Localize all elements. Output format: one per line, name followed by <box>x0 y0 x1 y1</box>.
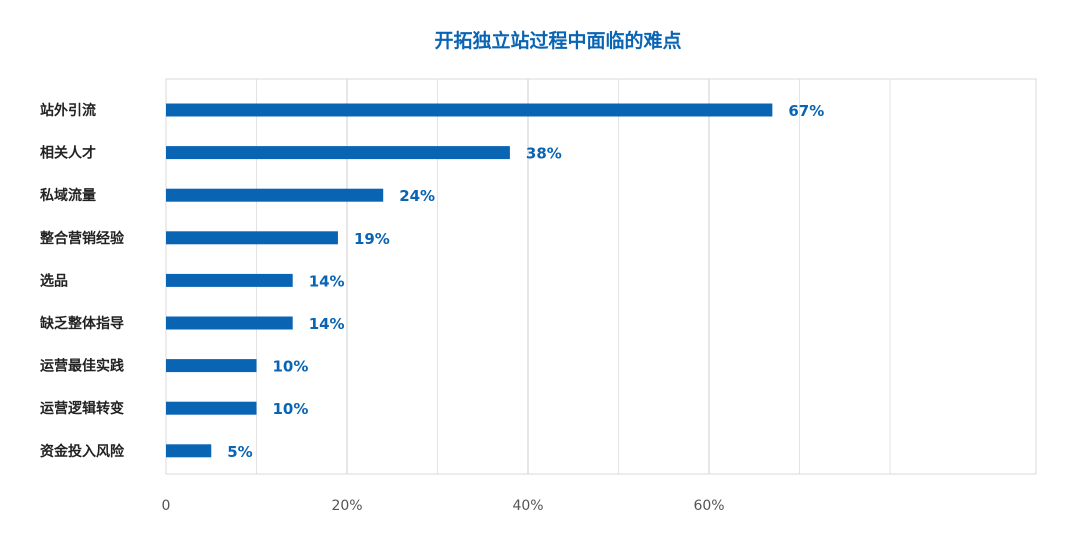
x-tick-label: 40% <box>512 498 543 514</box>
category-label: 选品 <box>40 272 68 289</box>
bars <box>166 103 773 458</box>
x-tick-label: 60% <box>693 498 724 514</box>
category-label: 私域流量 <box>40 187 96 204</box>
gridlines <box>256 79 891 474</box>
value-labels: 67% 38% 24% 19% 14% 14% 10% 10% 5% <box>227 102 824 461</box>
value-label: 19% <box>354 230 390 248</box>
bar <box>166 273 293 287</box>
x-tick-label: 20% <box>331 498 362 514</box>
category-label: 缺乏整体指导 <box>40 315 124 332</box>
bar <box>166 231 338 245</box>
category-label: 运营最佳实践 <box>40 358 124 375</box>
bar <box>166 146 510 160</box>
x-tick-label: 0 <box>162 498 171 514</box>
bar <box>166 444 212 458</box>
bar <box>166 359 257 373</box>
value-label: 10% <box>273 400 309 418</box>
value-label: 14% <box>309 272 345 290</box>
bar <box>166 401 257 415</box>
category-label: 站外引流 <box>40 102 96 119</box>
value-label: 24% <box>399 187 435 205</box>
category-labels: 站外引流相关人才私域流量整合营销经验选品缺乏整体指导运营最佳实践运营逻辑转变资金… <box>39 102 125 460</box>
value-label: 5% <box>227 443 252 461</box>
chart-title: 开拓独立站过程中面临的难点 <box>434 29 681 52</box>
value-label: 14% <box>309 315 345 333</box>
category-label: 资金投入风险 <box>40 443 125 460</box>
category-label: 运营逻辑转变 <box>40 400 124 417</box>
bar <box>166 188 384 202</box>
category-label: 相关人才 <box>40 145 96 162</box>
x-axis-tick-labels: 0 20% 40% 60% <box>162 498 725 514</box>
bar <box>166 316 293 330</box>
category-label: 整合营销经验 <box>39 230 125 247</box>
value-label: 10% <box>273 358 309 376</box>
bar <box>166 103 773 117</box>
value-label: 38% <box>526 145 562 163</box>
value-label: 67% <box>788 102 824 120</box>
